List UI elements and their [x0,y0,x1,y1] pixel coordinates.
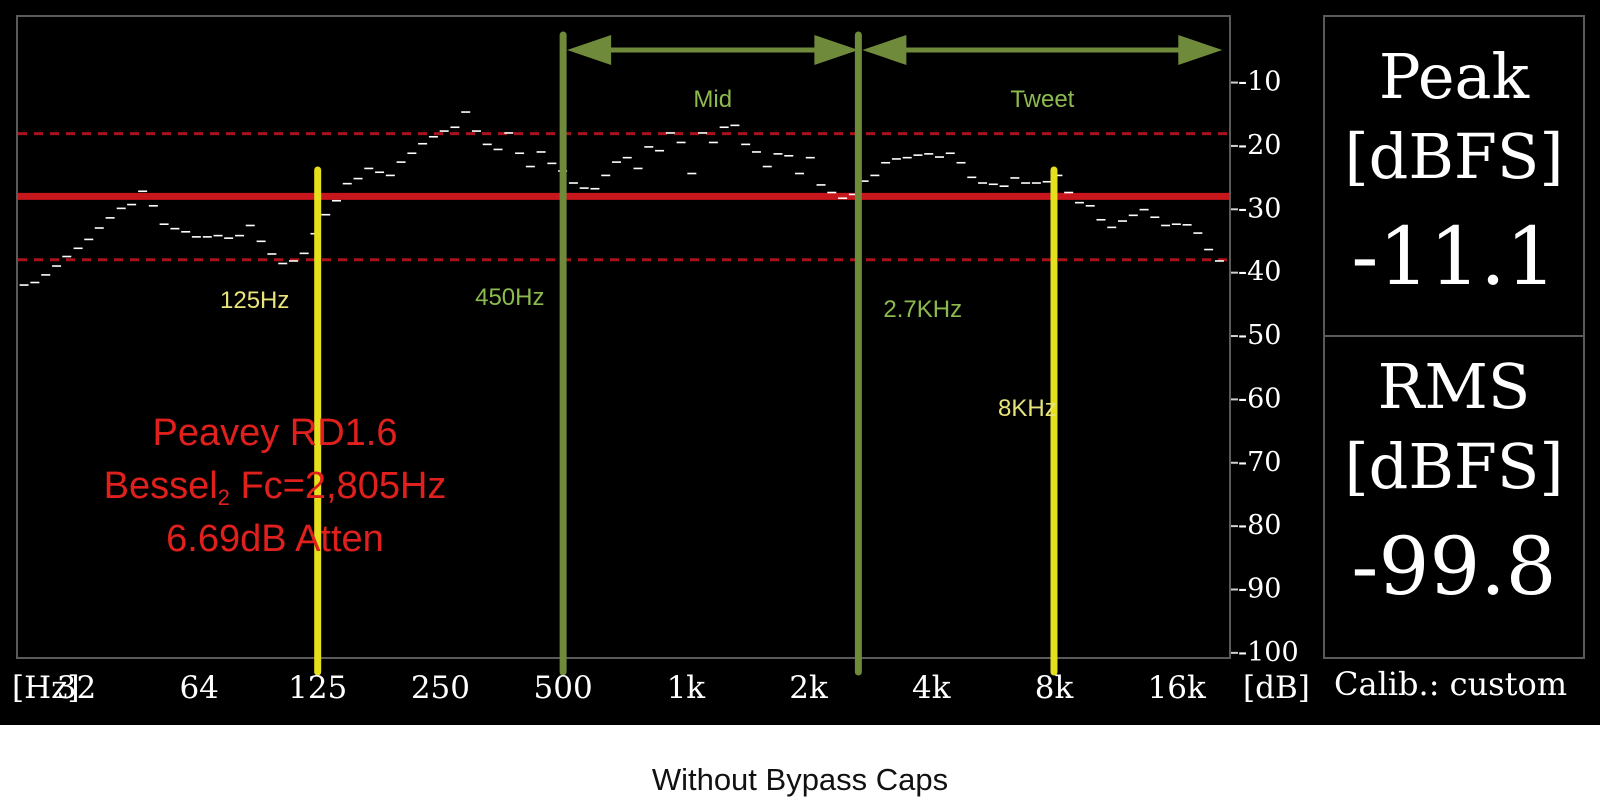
band-label-2: Tweet [1010,86,1074,113]
peak-label: Peak [1378,40,1530,113]
band-arrow-head-right-1 [814,35,859,65]
x-tick-label: 8k [1035,670,1074,706]
x-tick-label: 500 [534,670,593,706]
y-tick-label: -10 [1238,67,1281,98]
x-tick-label: 16k [1148,670,1206,706]
y-tick-label: -30 [1238,193,1281,224]
y-tick-label: -20 [1238,130,1281,161]
calibration-label: Calib.: custom [1334,665,1568,703]
rms-panel: RMS [dBFS] -99.8 [1323,335,1585,659]
plot-frame [16,15,1231,659]
x-tick-label: 250 [411,670,470,706]
y-tick-label: -40 [1238,257,1281,288]
x-unit-label: [Hz] [12,670,80,706]
y-tick-label: -50 [1238,320,1281,351]
band-marker-label-1: 450Hz [475,284,544,311]
band-marker-label-2: 2.7KHz [883,296,962,323]
peak-unit: [dBFS] [1344,120,1564,193]
band-arrow-head-left-1 [567,35,612,65]
annotation-line-1: Peavey RD1.6 [152,412,397,454]
x-tick-label: 4k [912,670,951,706]
peak-value: -11.1 [1351,210,1557,303]
x-tick-label: 1k [667,670,706,706]
peak-panel: Peak [dBFS] -11.1 [1323,15,1585,337]
annotation-line-3: 6.69dB Atten [166,518,384,560]
band-arrow-head-right-2 [1178,35,1223,65]
spectrum-chart: Mid Tweet 450Hz 2.7KHz 125Hz 8KHz -10 -20 -30 -… [12,31,1310,706]
x-tick-label: 32 [57,670,96,706]
figure-caption: Without Bypass Caps [651,762,949,797]
x-tick-label: 2k [789,670,828,706]
x-tick-label: 64 [179,670,218,706]
y-tick-label: -70 [1238,447,1281,478]
y-tick-label: -100 [1238,637,1299,668]
marker-label-1: 125Hz [220,287,289,314]
annotation-line-2: Bessel2 Fc=2,805Hz [104,465,447,510]
band-label-1: Mid [693,86,732,113]
y-tick-label: -60 [1238,383,1281,414]
y-tick-label: -90 [1238,573,1281,604]
marker-label-2: 8KHz [998,395,1057,422]
band-arrow-head-left-2 [862,35,907,65]
rms-unit: [dBFS] [1344,430,1564,503]
analyzer-screen: Mid Tweet 450Hz 2.7KHz 125Hz 8KHz -10 -20 -30 -… [0,0,1600,725]
rms-label: RMS [1377,350,1531,423]
y-tick-label: -80 [1238,510,1281,541]
y-unit-label: [dB] [1243,670,1310,706]
x-tick-label: 125 [288,670,347,706]
rms-value: -99.8 [1351,520,1557,613]
